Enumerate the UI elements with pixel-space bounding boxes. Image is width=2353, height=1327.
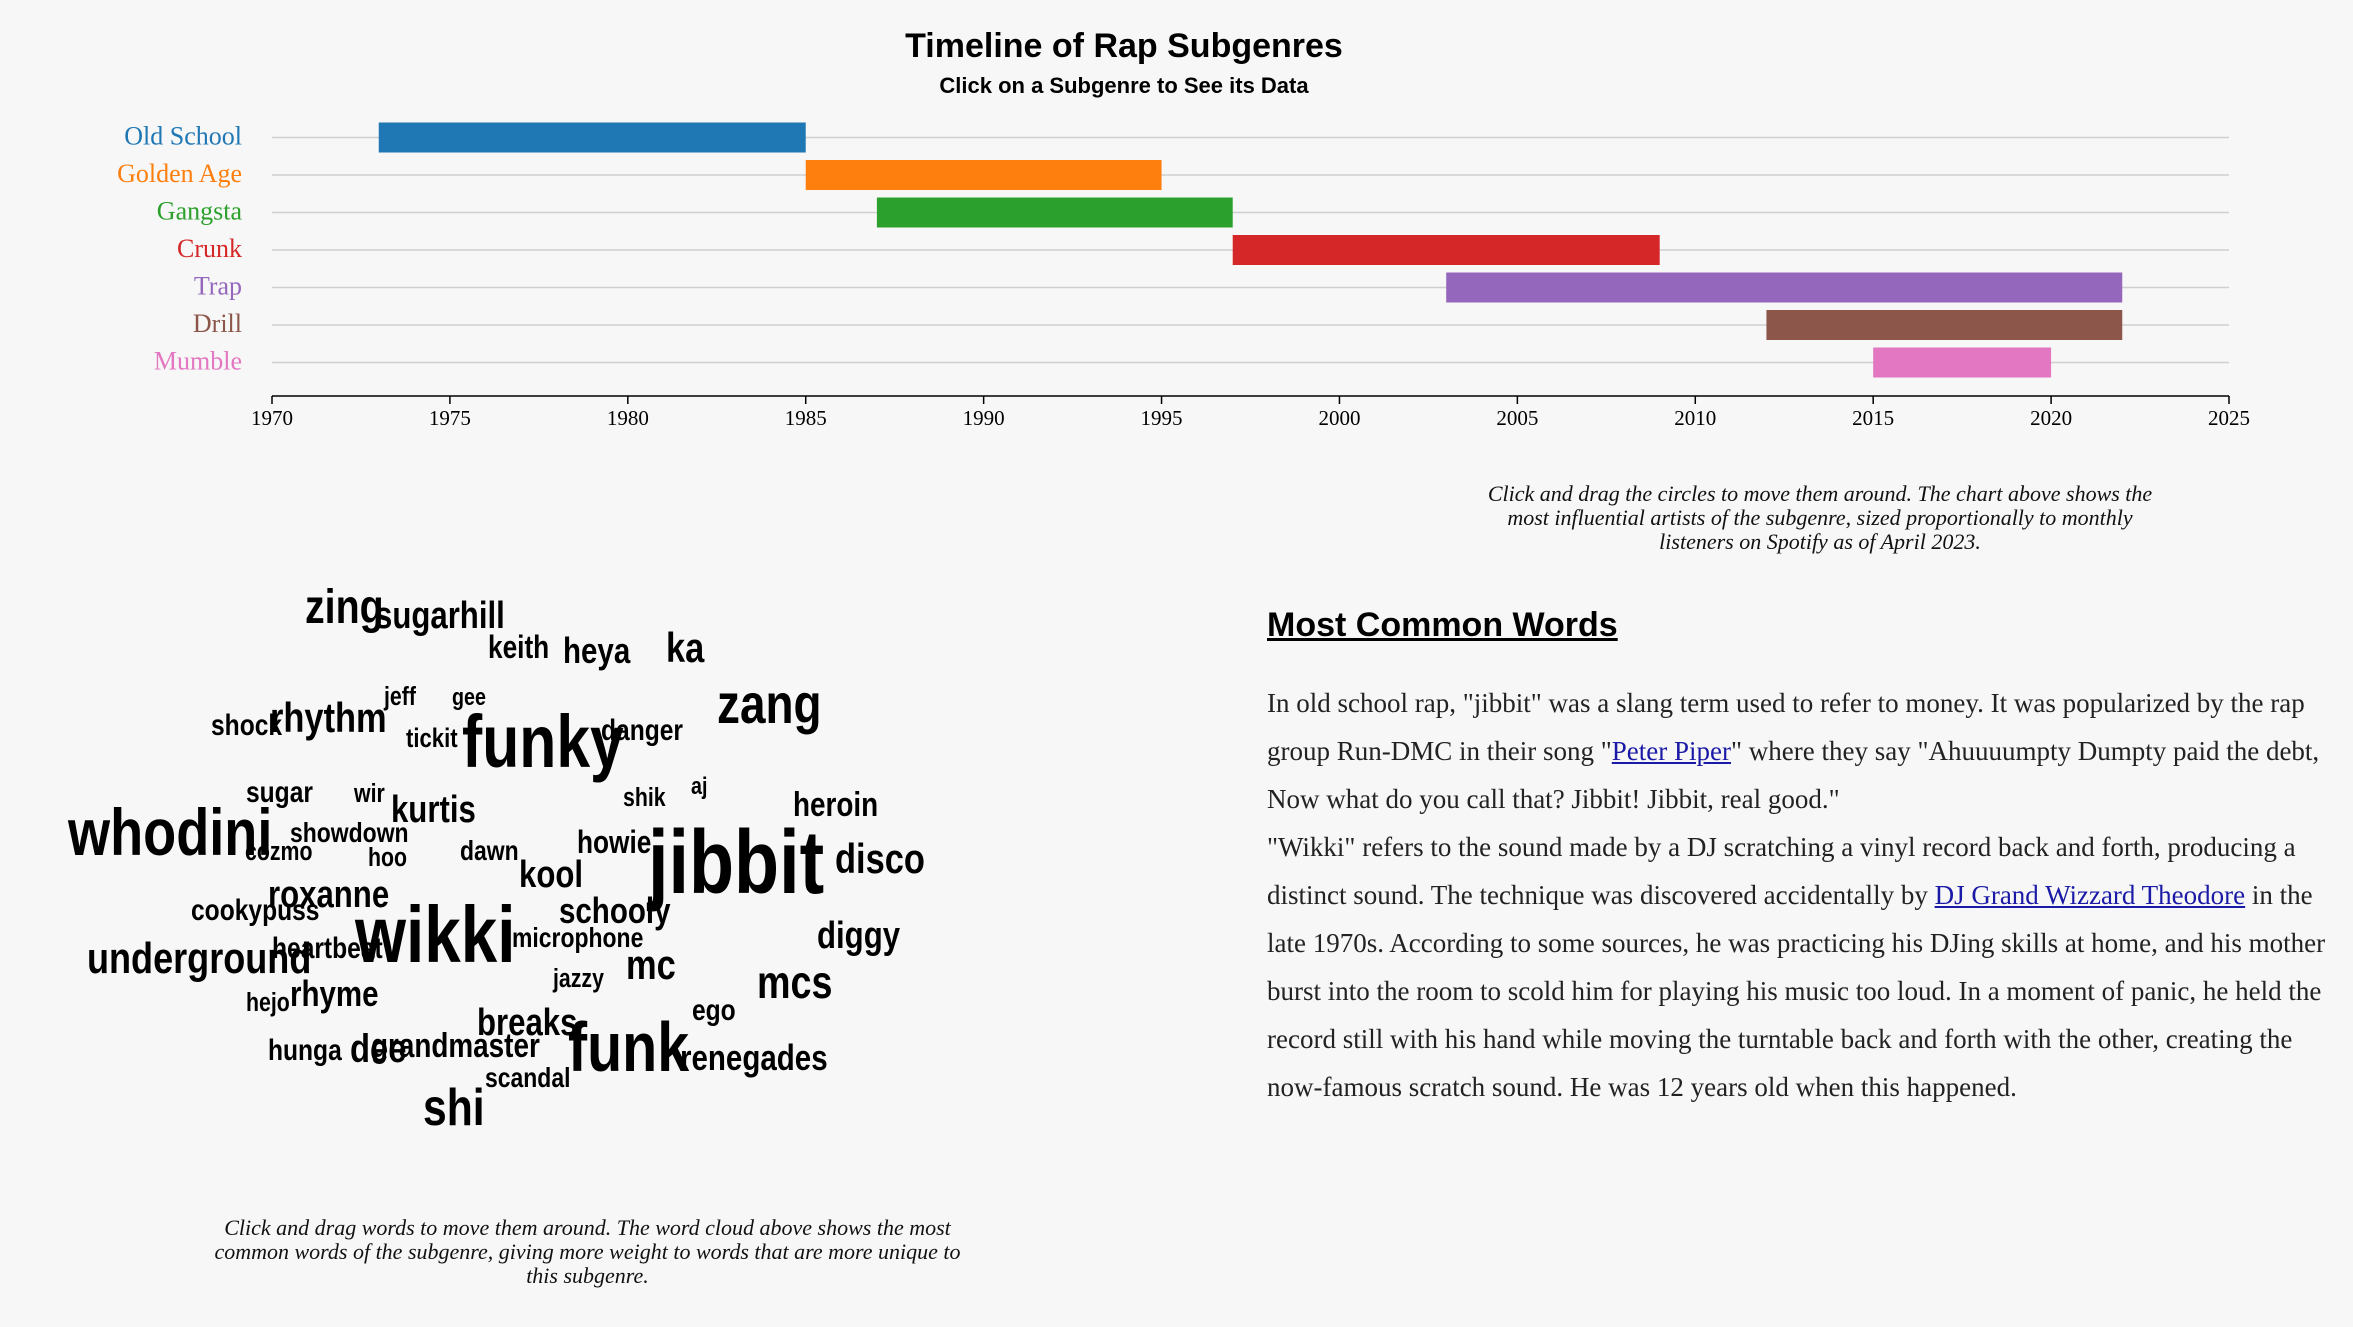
most-common-words-heading: Most Common Words xyxy=(1267,606,1618,644)
word-diggy[interactable]: diggy xyxy=(817,915,901,957)
word-zang[interactable]: zang xyxy=(717,673,822,735)
x-tick-label: 2015 xyxy=(1852,406,1894,430)
bar-golden-age[interactable] xyxy=(805,160,1162,190)
most-common-words-panel: Most Common Words In old school rap, "ji… xyxy=(1267,606,2342,1111)
bar-old-school[interactable] xyxy=(378,122,806,153)
word-shik[interactable]: shik xyxy=(623,783,666,813)
category-label[interactable]: Crunk xyxy=(177,234,242,263)
word-heya[interactable]: heya xyxy=(563,630,631,670)
x-tick-label: 1985 xyxy=(785,406,827,430)
word-cookypuss[interactable]: cookypuss xyxy=(191,893,319,927)
peter-piper-link[interactable]: Peter Piper xyxy=(1611,736,1731,766)
jibbit-text-a: In old school rap, "jibbit" was a slang … xyxy=(1267,688,2305,766)
word-ego[interactable]: ego xyxy=(692,993,736,1027)
word-disco[interactable]: disco xyxy=(835,836,925,883)
word-mc[interactable]: mc xyxy=(626,942,676,989)
category-label[interactable]: Gangsta xyxy=(157,196,243,225)
word-jeff[interactable]: jeff xyxy=(383,682,416,712)
word-dawn[interactable]: dawn xyxy=(460,836,519,867)
x-tick-label: 2010 xyxy=(1674,406,1716,430)
word-renegades[interactable]: renegades xyxy=(680,1037,828,1077)
word-cloud-caption: Click and drag words to move them around… xyxy=(214,1215,961,1288)
word-wir[interactable]: wir xyxy=(353,779,385,809)
word-grandmaster[interactable]: grandmaster xyxy=(371,1026,540,1064)
category-label[interactable]: Trap xyxy=(194,271,242,300)
word-mcs[interactable]: mcs xyxy=(757,956,832,1007)
word-sugar[interactable]: sugar xyxy=(246,775,313,809)
most-common-words-text: In old school rap, "jibbit" was a slang … xyxy=(1267,679,2342,1111)
word-howie[interactable]: howie xyxy=(577,826,651,861)
word-keith[interactable]: keith xyxy=(488,631,549,666)
x-axis: 1970 1975 1980 1985 1990 1995 2000 2005 2010 2015… xyxy=(251,395,2250,430)
bar-drill[interactable] xyxy=(1766,310,2123,340)
grid-lines xyxy=(272,136,2229,364)
theodore-link[interactable]: DJ Grand Wizzard Theodore xyxy=(1934,880,2246,910)
wikki-text-a: "Wikki" refers to the sound made by a DJ… xyxy=(1267,832,2296,910)
word-kool[interactable]: kool xyxy=(519,854,583,896)
category-label[interactable]: Drill xyxy=(193,309,242,338)
bars xyxy=(378,122,2123,378)
word-hunga[interactable]: hunga xyxy=(268,1033,342,1067)
x-tick-label: 2000 xyxy=(1318,406,1360,430)
category-label[interactable]: Mumble xyxy=(154,346,242,375)
jibbit-paragraph: In old school rap, "jibbit" was a slang … xyxy=(1267,679,2342,823)
x-tick-label: 2005 xyxy=(1496,406,1538,430)
word-gee[interactable]: gee xyxy=(452,683,486,710)
word-shock[interactable]: shock xyxy=(211,708,283,742)
subgenre-timeline-chart: Timeline of Rap Subgenres Click on a Sub… xyxy=(117,27,2250,430)
word-wikki[interactable]: wikki xyxy=(354,890,515,980)
word-tickit[interactable]: tickit xyxy=(406,724,458,754)
x-tick-label: 1995 xyxy=(1141,406,1183,430)
word-breaks[interactable]: breaks xyxy=(477,1002,577,1044)
word-heroin[interactable]: heroin xyxy=(793,785,878,823)
word-funk[interactable]: funk xyxy=(568,1008,690,1087)
artist-chart-caption: Click and drag the circles to move them … xyxy=(1487,481,2153,554)
bar-trap[interactable] xyxy=(1446,272,2123,303)
bar-mumble[interactable] xyxy=(1873,347,2052,378)
word-sugarhill[interactable]: sugarhill xyxy=(375,595,505,637)
word-cozmo[interactable]: cozmo xyxy=(245,837,312,867)
word-rhythm[interactable]: rhythm xyxy=(270,695,387,742)
word-jazzy[interactable]: jazzy xyxy=(552,964,605,994)
x-tick-label: 2020 xyxy=(2030,406,2072,430)
jibbit-text-b: " where they say "Ahuuuumpty Dumpty paid… xyxy=(1267,736,2320,814)
x-tick-label: 1990 xyxy=(963,406,1005,430)
word-aj[interactable]: aj xyxy=(691,772,707,799)
word-jibbit[interactable]: jibbit xyxy=(646,813,824,913)
x-tick-label: 1975 xyxy=(429,406,471,430)
word-schooly[interactable]: schooly xyxy=(559,890,671,930)
word-rhyme[interactable]: rhyme xyxy=(290,973,379,1013)
word-roxanne[interactable]: roxanne xyxy=(268,874,389,916)
word-funky[interactable]: funky xyxy=(462,701,624,783)
word-kurtis[interactable]: kurtis xyxy=(391,789,476,831)
bar-gangsta[interactable] xyxy=(876,197,1233,228)
x-tick-label: 1980 xyxy=(607,406,649,430)
word-scandal[interactable]: scandal xyxy=(485,1063,570,1094)
word-hoo[interactable]: hoo xyxy=(368,843,407,873)
word-ka[interactable]: ka xyxy=(666,625,705,672)
wikki-paragraph: "Wikki" refers to the sound made by a DJ… xyxy=(1267,823,2342,1111)
chart-title: Timeline of Rap Subgenres xyxy=(905,27,1343,65)
word-underground[interactable]: underground xyxy=(87,934,311,983)
bar-crunk[interactable] xyxy=(1232,235,1660,265)
word-danger[interactable]: danger xyxy=(601,713,683,747)
word-hejo[interactable]: hejo xyxy=(246,988,290,1018)
word-whodini[interactable]: whodini xyxy=(67,795,272,869)
word-showdown[interactable]: showdown xyxy=(290,818,409,849)
word-heartbeat[interactable]: heartbeat xyxy=(272,931,383,965)
word-shi[interactable]: shi xyxy=(423,1079,485,1137)
word-microphone[interactable]: microphone xyxy=(512,923,643,954)
category-label[interactable]: Old School xyxy=(124,121,242,150)
chart-subtitle: Click on a Subgenre to See its Data xyxy=(939,73,1309,98)
x-tick-label: 2025 xyxy=(2208,406,2250,430)
category-label[interactable]: Golden Age xyxy=(117,159,242,188)
word-zing[interactable]: zing xyxy=(305,580,384,634)
word-dee[interactable]: dee xyxy=(350,1026,407,1071)
wikki-text-b: in the late 1970s. According to some sou… xyxy=(1267,880,2326,1102)
x-tick-label: 1970 xyxy=(251,406,293,430)
category-labels: Old School Golden Age Gangsta Crunk Trap Dril… xyxy=(117,121,242,375)
